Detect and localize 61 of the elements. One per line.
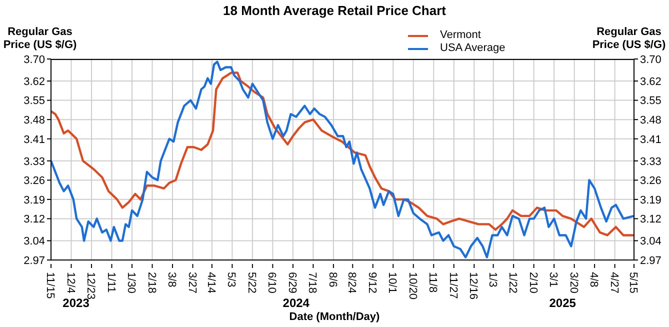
line-series bbox=[51, 72, 634, 236]
x-tick-label: 2/18 bbox=[145, 272, 158, 294]
y-tick-label: 3.48 bbox=[24, 114, 45, 126]
x-tick-label: 7/18 bbox=[306, 272, 318, 294]
x-tick-label: 12/23 bbox=[84, 272, 96, 300]
chart-title: 18 Month Average Retail Price Chart bbox=[223, 3, 446, 18]
y-tick-label: 3.41 bbox=[24, 134, 45, 146]
x-tick-label: 10/20 bbox=[406, 272, 418, 300]
x-tick-label: 12/4 bbox=[64, 272, 76, 294]
y2-tick-label: 2.97 bbox=[640, 254, 662, 267]
x-tick-label: 1/22 bbox=[506, 272, 519, 294]
y-axis-title: Regular Gas Price (US $/G) bbox=[3, 26, 77, 51]
text: 2024 bbox=[282, 296, 310, 310]
x-tick-label: 1/30 bbox=[125, 272, 137, 294]
x-tick-label: 4/14 bbox=[204, 272, 217, 294]
legend-label: Vermont bbox=[440, 29, 481, 42]
x-tick-label: 2/10 bbox=[526, 272, 539, 294]
x-tick-label: 3/8 bbox=[166, 272, 178, 288]
y-tick-label: 3.55 bbox=[24, 95, 45, 108]
y2-tick-label: 3.70 bbox=[640, 54, 662, 66]
x-axis-title: Date (Month/Day) bbox=[289, 311, 380, 323]
x-tick-label: 8/24 bbox=[346, 272, 358, 294]
y-tick-label: 3.62 bbox=[24, 76, 45, 88]
y-tick-label: 3.19 bbox=[24, 194, 45, 206]
x-tick-label: 3/1 bbox=[547, 272, 560, 288]
x-tick-label: 1/11 bbox=[104, 272, 117, 293]
y-tick-label: 3.70 bbox=[24, 54, 45, 66]
x-tick-label: 12/16 bbox=[467, 272, 480, 300]
y2-tick-label: 3.26 bbox=[640, 175, 662, 188]
x-tick-label: 11/27 bbox=[446, 272, 459, 299]
x-tick-label: 8/6 bbox=[326, 272, 338, 288]
x-tick-label: 4/8 bbox=[588, 272, 600, 288]
x-tick-label: 5/15 bbox=[627, 272, 639, 294]
x-tick-label: 11/8 bbox=[426, 272, 439, 293]
y2-tick-label: 3.48 bbox=[640, 114, 662, 126]
y-tick-label: 3.33 bbox=[24, 156, 45, 168]
x-tick-label: 1/3 bbox=[486, 272, 498, 288]
x-tick-label: 11/15 bbox=[44, 272, 56, 299]
y2-tick-label: 3.62 bbox=[640, 76, 662, 88]
x-tick-label: 5/22 bbox=[245, 272, 258, 294]
x-tick-label: 9/12 bbox=[366, 272, 378, 294]
y2-tick-label: 3.33 bbox=[640, 156, 662, 168]
y-tick-label: 2.97 bbox=[24, 254, 45, 267]
x-tick-label: 6/10 bbox=[266, 272, 278, 294]
y2-tick-label: 3.41 bbox=[640, 134, 662, 146]
x-tick-label: 4/27 bbox=[608, 272, 620, 294]
x-tick-label: 6/29 bbox=[286, 272, 298, 294]
y2-tick-label: 3.55 bbox=[640, 95, 662, 108]
x-tick-label: 10/1 bbox=[386, 272, 398, 294]
text: 2025 bbox=[549, 296, 576, 310]
y2-tick-label: 3.19 bbox=[640, 194, 662, 206]
legend-label: USA Average bbox=[440, 42, 506, 55]
y2-tick-label: 3.12 bbox=[640, 214, 662, 226]
y2-tick-label: 3.04 bbox=[640, 236, 662, 248]
x-tick-label: 3/20 bbox=[567, 272, 580, 294]
y-tick-label: 3.26 bbox=[24, 175, 45, 188]
x-tick-label: 5/3 bbox=[225, 272, 238, 288]
y-tick-label: 3.04 bbox=[24, 236, 45, 248]
x-tick-label: 3/27 bbox=[186, 272, 198, 294]
y-tick-label: 3.12 bbox=[24, 214, 45, 226]
y2-axis-title: Regular Gas Price (US $/G) bbox=[592, 26, 666, 51]
